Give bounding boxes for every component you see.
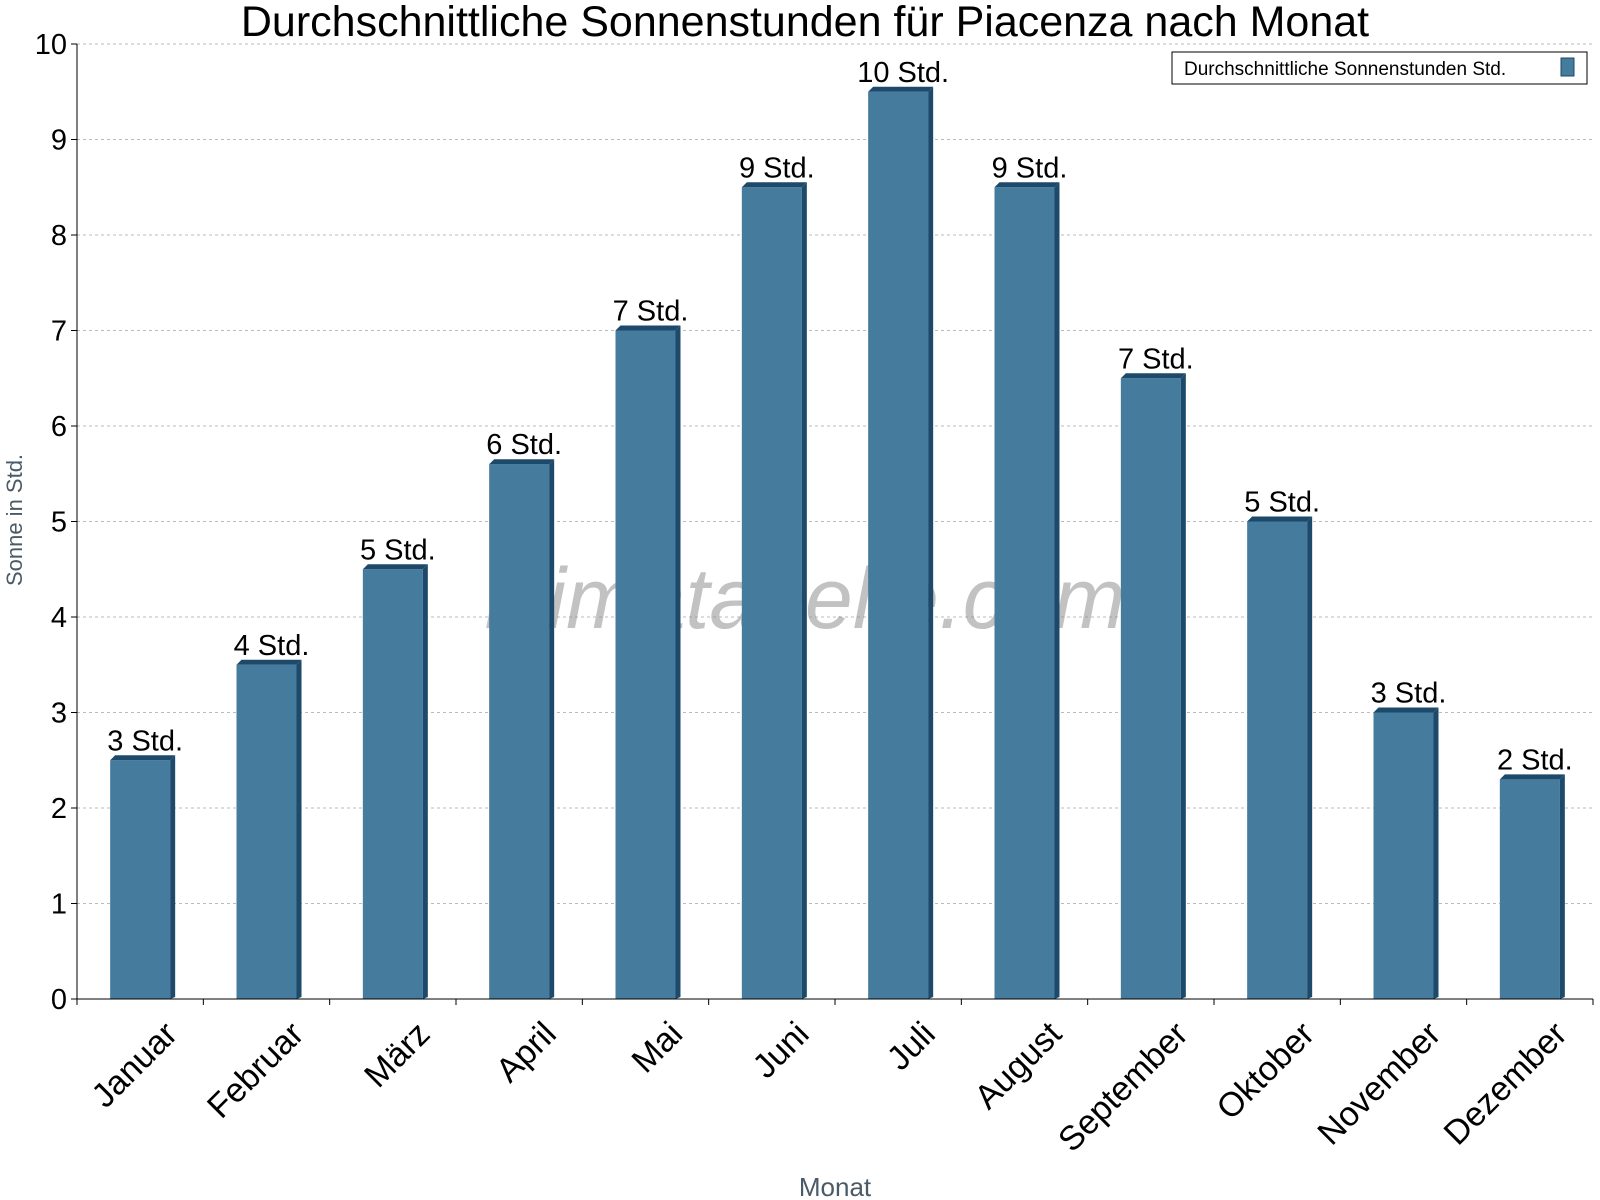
bar-side — [422, 564, 428, 999]
bar-side — [170, 755, 176, 999]
bar-side — [675, 325, 681, 999]
chart-title: Durchschnittliche Sonnenstunden für Piac… — [241, 0, 1369, 46]
bar-value-label: 5 Std. — [360, 534, 436, 566]
x-tick-label: Mai — [625, 1015, 691, 1081]
bar-top — [110, 755, 176, 761]
x-axis-labels: Januar Februar März April Mai Juni Juli AugustS… — [84, 1014, 1574, 1159]
bar — [489, 464, 550, 999]
bar-top — [236, 659, 302, 665]
bar-side — [928, 86, 934, 999]
x-tick-label: August — [967, 1014, 1069, 1116]
bar-top — [615, 325, 681, 331]
y-tick-label: 5 — [51, 507, 67, 539]
y-tick-label: 3 — [51, 698, 67, 730]
x-tick-label: März — [357, 1015, 437, 1095]
bar — [362, 569, 423, 999]
y-axis-title: Sonne in Std. — [2, 454, 27, 586]
y-tick-label: 2 — [51, 793, 67, 825]
bar-value-label: 3 Std. — [107, 725, 183, 757]
bar-top — [362, 564, 428, 570]
bar-side — [1433, 707, 1439, 999]
bar-side — [801, 182, 807, 999]
bar-value-label: 4 Std. — [234, 630, 310, 662]
bar — [1247, 521, 1308, 999]
bar — [868, 91, 929, 999]
grid-lines — [77, 43, 1593, 904]
bar-side — [1307, 516, 1313, 999]
y-tick-label: 6 — [51, 411, 67, 443]
bar-top — [868, 86, 934, 92]
bar-value-label: 7 Std. — [613, 296, 689, 328]
x-tick-label: Juni — [745, 1015, 816, 1086]
bar-side — [1559, 774, 1565, 999]
bars — [110, 86, 1565, 999]
y-axis-ticks: 0 1 2 3 4 5 6 7 8 9 10 — [35, 29, 77, 1016]
bar-top — [1373, 707, 1439, 713]
y-tick-label: 10 — [35, 29, 67, 61]
legend-swatch — [1560, 57, 1575, 77]
bar-value-label: 9 Std. — [992, 152, 1068, 184]
bar-value-label: 10 Std. — [857, 57, 949, 89]
y-tick-label: 0 — [51, 984, 67, 1016]
bar-side — [1180, 373, 1186, 999]
bar — [1499, 779, 1560, 999]
x-tick-label: Oktober — [1209, 1015, 1321, 1127]
bar-value-label: 2 Std. — [1497, 744, 1573, 776]
x-tick-label: April — [489, 1015, 564, 1090]
legend-label: Durchschnittliche Sonnenstunden Std. — [1184, 59, 1506, 80]
y-tick-label: 9 — [51, 125, 67, 157]
y-tick-label: 1 — [51, 889, 67, 921]
y-tick-label: 8 — [51, 220, 67, 252]
bar-value-label: 9 Std. — [739, 152, 815, 184]
bar-side — [549, 459, 555, 999]
bar-top — [994, 182, 1060, 188]
bar-side — [296, 659, 302, 999]
legend-box — [1171, 51, 1588, 85]
bar-value-label: 5 Std. — [1244, 487, 1320, 519]
bar — [615, 330, 676, 999]
bar — [741, 187, 802, 999]
y-tick-label: 4 — [51, 602, 67, 634]
bar-top — [741, 182, 807, 188]
bar — [110, 760, 171, 999]
x-tick-label: November — [1310, 1015, 1448, 1153]
bar — [236, 664, 297, 999]
x-axis-ticks — [76, 999, 1594, 1005]
bar-value-label: 3 Std. — [1371, 678, 1447, 710]
bar — [1373, 712, 1434, 999]
y-tick-label: 7 — [51, 316, 67, 348]
bar — [994, 187, 1055, 999]
bar-value-label: 7 Std. — [1118, 343, 1194, 375]
bar-top — [1120, 373, 1186, 379]
legend: Durchschnittliche Sonnenstunden Std. — [1171, 51, 1588, 85]
bar — [1120, 378, 1181, 999]
bar-top — [489, 459, 555, 465]
bar-side — [1054, 182, 1060, 999]
x-axis-title: Monat — [799, 1172, 872, 1200]
x-tick-label: Juli — [880, 1015, 943, 1078]
bar-value-labels: 3 Std. 4 Std. 5 Std. 6 Std. 7 Std. 9 Std. 10 S… — [107, 57, 1572, 777]
bar-top — [1499, 774, 1565, 780]
x-tick-label: Dezember — [1437, 1015, 1575, 1153]
x-tick-label: September — [1051, 1015, 1195, 1159]
bar-top — [1247, 516, 1313, 522]
x-tick-label: Januar — [84, 1015, 184, 1115]
x-tick-label: Februar — [200, 1015, 311, 1126]
bar-value-label: 6 Std. — [486, 429, 562, 461]
